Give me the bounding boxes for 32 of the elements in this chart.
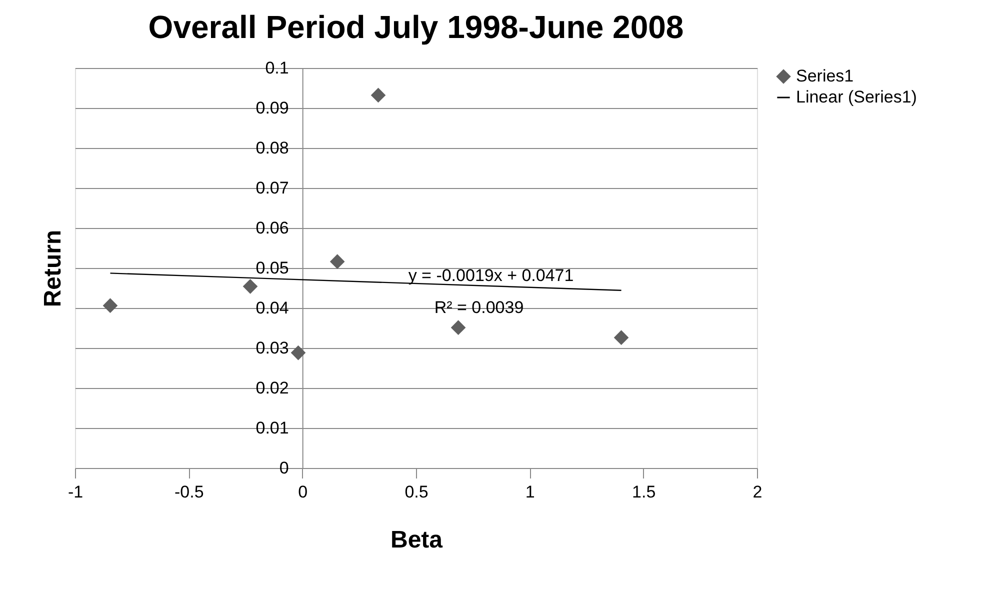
y-tick-label: 0	[279, 458, 289, 478]
point	[450, 320, 466, 336]
y-tick-label: 0.07	[256, 178, 289, 198]
y-tick-label: 0.02	[256, 378, 289, 398]
x-tick-label: 0	[298, 482, 308, 502]
point	[290, 345, 306, 360]
y-tick-label: 0.05	[256, 258, 289, 278]
point	[370, 88, 386, 103]
x-tick-label: -1	[68, 482, 84, 502]
point	[614, 330, 629, 346]
y-tick-label: 0.03	[256, 338, 289, 358]
y-tick-label: 0.08	[256, 138, 289, 158]
x-tick-label: 2	[752, 482, 762, 502]
point	[102, 298, 118, 314]
legend-label: Linear (Series1)	[796, 88, 917, 106]
x-axis-title: Beta	[390, 526, 444, 554]
y-tick-label: 0.1	[265, 58, 289, 78]
point	[242, 278, 258, 294]
y-tick-label: 0.04	[256, 298, 289, 318]
y-axis-title: Return	[40, 230, 66, 308]
x-tick-label: 1.5	[632, 482, 656, 502]
y-tick-label: 0.09	[256, 98, 289, 118]
annotation: y = -0.0019x + 0.0471	[408, 266, 574, 285]
legend-label: Series1	[796, 66, 854, 86]
annotation: R² = 0.0039	[434, 298, 524, 317]
x-tick-label: -0.5	[174, 482, 204, 502]
x-tick-label: 0.5	[404, 482, 428, 502]
x-tick-label: 1	[525, 482, 535, 502]
point	[330, 254, 345, 270]
chart-title: Overall Period July 1998-June 2008	[148, 9, 684, 45]
y-tick-label: 0.06	[256, 218, 289, 238]
y-tick-label: 0.01	[256, 418, 289, 438]
